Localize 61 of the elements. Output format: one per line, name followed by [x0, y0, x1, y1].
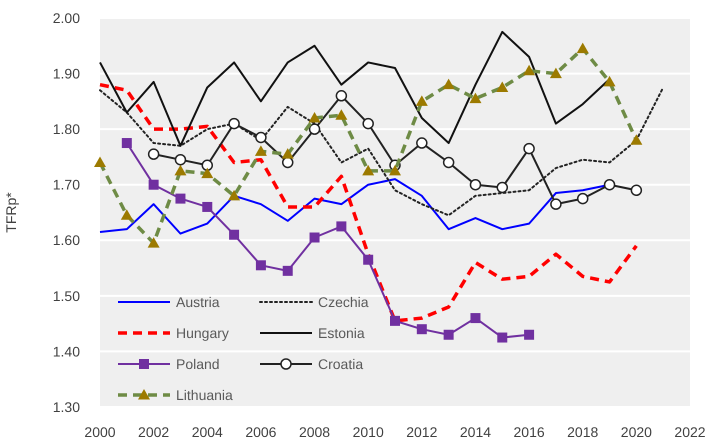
point [363, 254, 374, 265]
x-tick-label: 2008 [298, 424, 330, 440]
y-tick-label: 1.80 [52, 121, 80, 138]
point [229, 230, 240, 240]
point [202, 202, 212, 212]
y-tick-label: 2.00 [52, 10, 80, 26]
line-series [99, 86, 664, 216]
point [497, 332, 508, 343]
point [256, 260, 266, 270]
x-tick-label: 2020 [620, 424, 652, 440]
x-tick-label: 2000 [84, 424, 116, 440]
y-tick-label: 1.50 [52, 288, 80, 304]
point [390, 316, 400, 326]
point [470, 313, 480, 324]
x-tick-label: 2012 [406, 424, 438, 440]
point [576, 192, 588, 204]
point [255, 132, 267, 144]
point [630, 184, 642, 196]
point [470, 178, 482, 190]
legend-label: Estonia [318, 324, 365, 341]
point [496, 182, 508, 194]
x-tick-label: 2018 [567, 424, 599, 440]
legend-label: Hungary [176, 324, 229, 341]
x-tick-label: 2006 [245, 424, 277, 440]
x-tick-label: 2014 [460, 424, 492, 440]
legend-label: Croatia [318, 356, 364, 372]
y-tick-label: 1.60 [52, 232, 80, 248]
point [442, 156, 454, 168]
point [550, 198, 562, 210]
x-tick-label: 2002 [138, 424, 170, 440]
y-axis-title: TFRp* [3, 192, 19, 233]
y-tick-label: 1.70 [52, 176, 80, 193]
point [604, 178, 616, 190]
point [202, 160, 214, 172]
x-tick-label: 2022 [674, 424, 706, 440]
legend-label: Czechia [318, 294, 369, 310]
x-tick-label: 2016 [514, 424, 545, 440]
point [308, 123, 320, 135]
point [175, 194, 186, 204]
legend-label: Austria [176, 294, 220, 310]
x-tick-label: 2010 [352, 424, 384, 440]
point [416, 324, 427, 334]
y-tick-label: 1.30 [52, 398, 80, 415]
point [336, 221, 346, 232]
point [148, 148, 160, 160]
point [122, 138, 132, 148]
point [444, 330, 454, 340]
point [524, 330, 534, 340]
point [336, 90, 348, 102]
point [523, 142, 535, 154]
point [416, 137, 428, 149]
legend-label: Poland [176, 356, 220, 372]
point [282, 266, 293, 276]
legend-label: Lithuania [176, 386, 234, 403]
point [310, 232, 320, 243]
point [362, 118, 374, 130]
y-tick-label: 1.40 [52, 343, 80, 360]
point [174, 154, 186, 166]
point [148, 180, 159, 190]
x-tick-label: 2004 [192, 424, 224, 440]
y-tick-label: 1.90 [52, 65, 80, 82]
